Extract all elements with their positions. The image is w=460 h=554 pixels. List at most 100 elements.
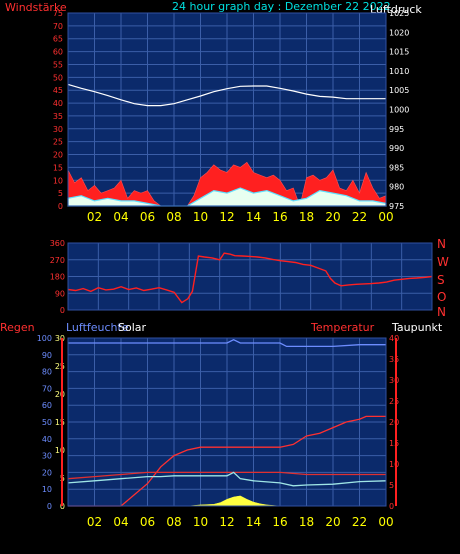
wind-tick-label: 60 [53,48,63,57]
wind-panel-frame [67,12,387,207]
dir-letter-n-bottom: N [437,305,446,319]
temp-tick-label: 20 [389,418,399,427]
temp-tick-label: 0 [389,502,394,511]
humidity-tick-label: 90 [42,351,52,360]
wind-speed-series [67,187,387,207]
rain-tick-label: 20 [55,390,65,399]
x-tick-label: 10 [193,210,208,224]
dir-tick-label: 360 [50,239,65,248]
temp-tick-label: 40 [389,334,399,343]
wind-tick-label: 65 [53,35,63,44]
pressure-tick-label: 995 [389,125,404,134]
x-tick-label: 20 [325,210,340,224]
rain-tick-label: 30 [55,334,65,343]
x-tick-label-bottom: 18 [299,515,314,529]
rain-tick-label: 25 [55,362,65,371]
rain-label: Regen [0,321,35,334]
wind-tick-label: 50 [53,73,63,82]
temp-tick-label: 5 [389,481,394,490]
x-tick-label: 18 [299,210,314,224]
wind-tick-label: 40 [53,99,63,108]
humidity-tick-label: 80 [42,368,52,377]
x-tick-label-bottom: 06 [140,515,155,529]
pressure-tick-label: 1015 [389,48,409,57]
dewpoint-series [67,471,387,487]
pressure-series [67,83,386,107]
wind-tick-label: 70 [53,22,63,31]
humidity-tick-label: 10 [42,485,52,494]
dir-letter-n-top: N [437,237,446,251]
temperature-series [67,471,386,480]
pressure-tick-label: 1005 [389,86,409,95]
humidity-tick-label: 30 [42,452,52,461]
x-tick-label-bottom: 14 [246,515,261,529]
dir-letter-w: W [437,255,449,269]
solar-series [187,495,281,507]
humidity-tick-label: 0 [47,502,52,511]
axis-layer: 0510152025303540455055606570759759809859… [37,9,433,529]
wind-tick-label: 20 [53,151,63,160]
rain-tick-label: 15 [55,418,65,427]
series-layer [67,83,433,507]
x-tick-label-bottom: 20 [325,515,340,529]
pressure-tick-label: 1020 [389,28,409,37]
pressure-tick-label: 990 [389,144,404,153]
x-tick-label-bottom: 08 [166,515,181,529]
x-tick-label-bottom: 12 [219,515,234,529]
pressure-tick-label: 980 [389,183,404,192]
dir-tick-label: 270 [50,256,65,265]
x-tick-label: 14 [246,210,261,224]
dir-tick-label: 180 [50,273,65,282]
wind-tick-label: 0 [58,202,63,211]
temp-tick-label: 15 [389,439,399,448]
x-tick-label: 06 [140,210,155,224]
temp-tick-label: 30 [389,376,399,385]
x-tick-label-bottom: 02 [87,515,102,529]
dir-tick-label: 0 [60,306,65,315]
x-tick-label-bottom: 00 [378,515,393,529]
x-tick-label: 16 [272,210,287,224]
x-tick-label-bottom: 10 [193,515,208,529]
wind-tick-label: 75 [53,9,63,18]
humidity-tick-label: 100 [37,334,52,343]
temp-tick-label: 35 [389,355,399,364]
dir-letter-s: S [437,273,445,287]
temperature-label: Temperatur [310,321,375,334]
pressure-tick-label: 1000 [389,106,409,115]
pressure-tick-label: 1010 [389,67,409,76]
solar-label: Solar [118,321,147,334]
rain-tick-label: 0 [60,502,65,511]
humidity-tick-label: 60 [42,401,52,410]
wind-tick-label: 45 [53,86,63,95]
humidity-label: Luftfeuchte [66,321,129,334]
x-tick-label: 04 [113,210,128,224]
wind-tick-label: 5 [58,189,63,198]
humidity-series [68,338,386,348]
wind-tick-label: 15 [53,163,63,172]
x-tick-label: 08 [166,210,181,224]
humidity-tick-label: 20 [42,468,52,477]
x-tick-label: 02 [87,210,102,224]
wind-axis-title: Windstärke [5,1,67,14]
x-tick-label: 12 [219,210,234,224]
temp-tick-label: 25 [389,397,399,406]
wind-tick-label: 35 [53,112,63,121]
chart-title: 24 hour graph day : Dezember 22 2022 [172,0,391,13]
x-tick-label: 22 [352,210,367,224]
dir-letter-o: O [437,290,446,304]
wind-tick-label: 30 [53,125,63,134]
x-tick-label-bottom: 04 [113,515,128,529]
x-tick-label-bottom: 16 [272,515,287,529]
wind-tick-label: 10 [53,176,63,185]
temp-tick-label: 10 [389,460,399,469]
x-tick-label: 00 [378,210,393,224]
pressure-tick-label: 1025 [389,9,409,18]
rain-tick-label: 10 [55,446,65,455]
humidity-tick-label: 40 [42,435,52,444]
wind-tick-label: 55 [53,60,63,69]
dir-panel-frame [67,242,433,311]
direction-series [67,252,433,304]
wind-tick-label: 25 [53,138,63,147]
dewpoint-label: Taupunkt [391,321,443,334]
